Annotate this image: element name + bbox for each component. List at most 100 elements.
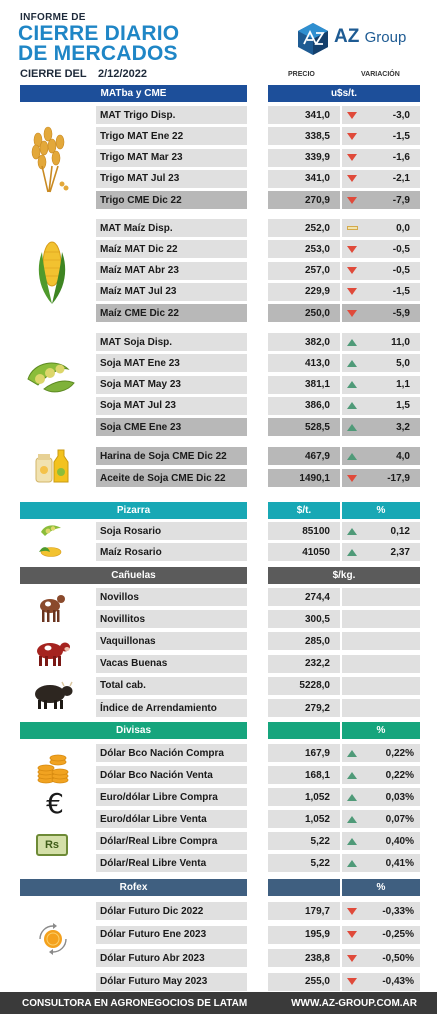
trend-up-icon: [347, 837, 357, 845]
price-value: 255,0: [268, 972, 340, 991]
instrument-name: Índice de Arrendamiento: [96, 699, 247, 717]
divisas-row: Dólar/Real Libre Compra 5,22 0,40%: [0, 832, 437, 850]
divisas-row: Euro/dólar Libre Venta 1,052 0,07%: [0, 810, 437, 828]
trend-down-icon: [347, 931, 357, 938]
variation-cell: 0,22%: [342, 766, 420, 784]
instrument-name: Trigo CME Dic 22: [96, 191, 247, 209]
instrument-name: Soja MAT Jul 23: [96, 396, 247, 415]
real-currency-icon: Rs: [36, 834, 68, 856]
price-value: 413,0: [268, 354, 340, 373]
az-group-logo: AZ Group: [296, 22, 416, 58]
instrument-name: Dólar Bco Nación Venta: [96, 766, 247, 784]
canuelas-row: Total cab. 5228,0: [0, 676, 437, 695]
price-value: 253,0: [268, 240, 340, 259]
pizarra-row: Soja Rosario 85100 0,12: [0, 522, 437, 540]
variation-value: -3,0: [392, 109, 410, 121]
instrument-name: Maíz MAT Jul 23: [96, 282, 247, 301]
variation-value: -2,1: [392, 173, 410, 185]
soja-row: Soja MAT Jul 23 386,0 1,5: [0, 396, 437, 415]
instrument-name: Harina de Soja CME Dic 22: [96, 447, 247, 465]
variation-value: 5,0: [396, 357, 410, 369]
price-value: 300,5: [268, 610, 340, 629]
az-logo-mark-icon: [298, 23, 328, 55]
trend-up-icon: [347, 859, 357, 867]
report-kicker: INFORME DE: [20, 12, 86, 23]
variation-cell: -3,0: [342, 106, 420, 124]
section-unit-matba: u$s/t.: [268, 85, 420, 102]
section-bar-pizarra: Pizarra: [20, 502, 247, 519]
variation-cell: -17,9: [342, 469, 420, 487]
divisas-row: Dólar Bco Nación Venta 168,1 0,22%: [0, 766, 437, 784]
maiz-row: Maíz MAT Jul 23 229,9 -1,5: [0, 282, 437, 301]
trigo-row: Trigo MAT Jul 23 341,0 -2,1: [0, 169, 437, 188]
logo-group-text: Group: [364, 29, 407, 46]
canuelas-row: Novillitos 300,5: [0, 610, 437, 629]
instrument-name: Dólar Futuro Dic 2022: [96, 902, 247, 920]
maiz-row: MAT Maíz Disp. 252,0 0,0: [0, 219, 437, 237]
price-value: 238,8: [268, 949, 340, 967]
cow-icon: [37, 642, 70, 666]
trigo-row: Trigo MAT Ene 22 338,5 -1,5: [0, 127, 437, 146]
variation-value: 11,0: [391, 336, 410, 348]
instrument-name: Soja Rosario: [96, 522, 247, 540]
trigo-row: Trigo MAT Mar 23 339,9 -1,6: [0, 148, 437, 167]
footer-website-link[interactable]: WWW.AZ-GROUP.COM.AR: [291, 997, 417, 1009]
footer-tagline: CONSULTORA EN AGRONEGOCIOS DE LATAM: [22, 997, 248, 1009]
section-unit-divisas: %: [342, 722, 420, 739]
footer-bar: CONSULTORA EN AGRONEGOCIOS DE LATAM WWW.…: [0, 992, 437, 1014]
instrument-name: Maíz Rosario: [96, 543, 247, 561]
variation-value: -0,5: [392, 265, 410, 276]
variation-cell: 0,03%: [342, 788, 420, 806]
variation-value: -0,5: [392, 243, 410, 255]
trend-down-icon: [347, 175, 357, 183]
trend-down-icon: [347, 132, 357, 140]
section-unit-rofex: %: [342, 879, 420, 896]
trend-up-icon: [347, 452, 357, 460]
corn-small-icon: [39, 547, 62, 557]
derivados-row: Aceite de Soja CME Dic 22 1490,1 -17,9: [0, 469, 437, 487]
coins-icon: [37, 754, 69, 784]
section-unit2-pizarra: %: [342, 502, 420, 519]
price-value: 338,5: [268, 127, 340, 146]
variation-cell: [342, 676, 420, 695]
trigo-row: MAT Trigo Disp. 341,0 -3,0: [0, 106, 437, 124]
price-value: 252,0: [268, 219, 340, 237]
instrument-name: Novillos: [96, 588, 247, 606]
section-unit-blank-rofex: [268, 879, 340, 896]
divisas-row: Dólar/Real Libre Venta 5,22 0,41%: [0, 854, 437, 872]
variation-cell: -7,9: [342, 191, 420, 209]
trend-up-icon: [347, 381, 357, 388]
section-bar-divisas: Divisas: [20, 722, 247, 739]
instrument-name: Novillitos: [96, 610, 247, 629]
price-value: 270,9: [268, 191, 340, 209]
instrument-name: Trigo MAT Ene 22: [96, 127, 247, 146]
instrument-name: Euro/dólar Libre Compra: [96, 788, 247, 806]
section-bar-rofex: Rofex: [20, 879, 247, 896]
price-value: 232,2: [268, 654, 340, 673]
instrument-name: MAT Trigo Disp.: [96, 106, 247, 124]
instrument-name: Maíz MAT Dic 22: [96, 240, 247, 259]
price-value: 382,0: [268, 333, 340, 351]
price-column-header: PRECIO: [288, 71, 315, 78]
instrument-name: Dólar Bco Nación Compra: [96, 744, 247, 762]
variation-cell: -2,1: [342, 169, 420, 188]
instrument-name: Soja MAT Ene 23: [96, 354, 247, 373]
price-value: 41050: [268, 543, 340, 561]
variation-value: -0,33%: [382, 905, 414, 917]
trend-flat-icon: [346, 226, 358, 230]
variation-value: 0,22%: [385, 769, 414, 781]
canuelas-row: Índice de Arrendamiento 279,2: [0, 699, 437, 717]
price-value: 1,052: [268, 788, 340, 806]
trend-down-icon: [347, 267, 357, 274]
price-value: 167,9: [268, 744, 340, 762]
canuelas-row: Vacas Buenas 232,2: [0, 654, 437, 673]
trend-down-icon: [347, 907, 357, 915]
soybean-icon: [27, 362, 75, 393]
variation-cell: [342, 654, 420, 673]
derivados-row: Harina de Soja CME Dic 22 467,9 4,0: [0, 447, 437, 465]
variation-cell: 0,41%: [342, 854, 420, 872]
variation-cell: 5,0: [342, 354, 420, 373]
price-value: 5,22: [268, 854, 340, 872]
variation-value: 0,12: [390, 525, 410, 537]
instrument-name: Aceite de Soja CME Dic 22: [96, 469, 247, 487]
